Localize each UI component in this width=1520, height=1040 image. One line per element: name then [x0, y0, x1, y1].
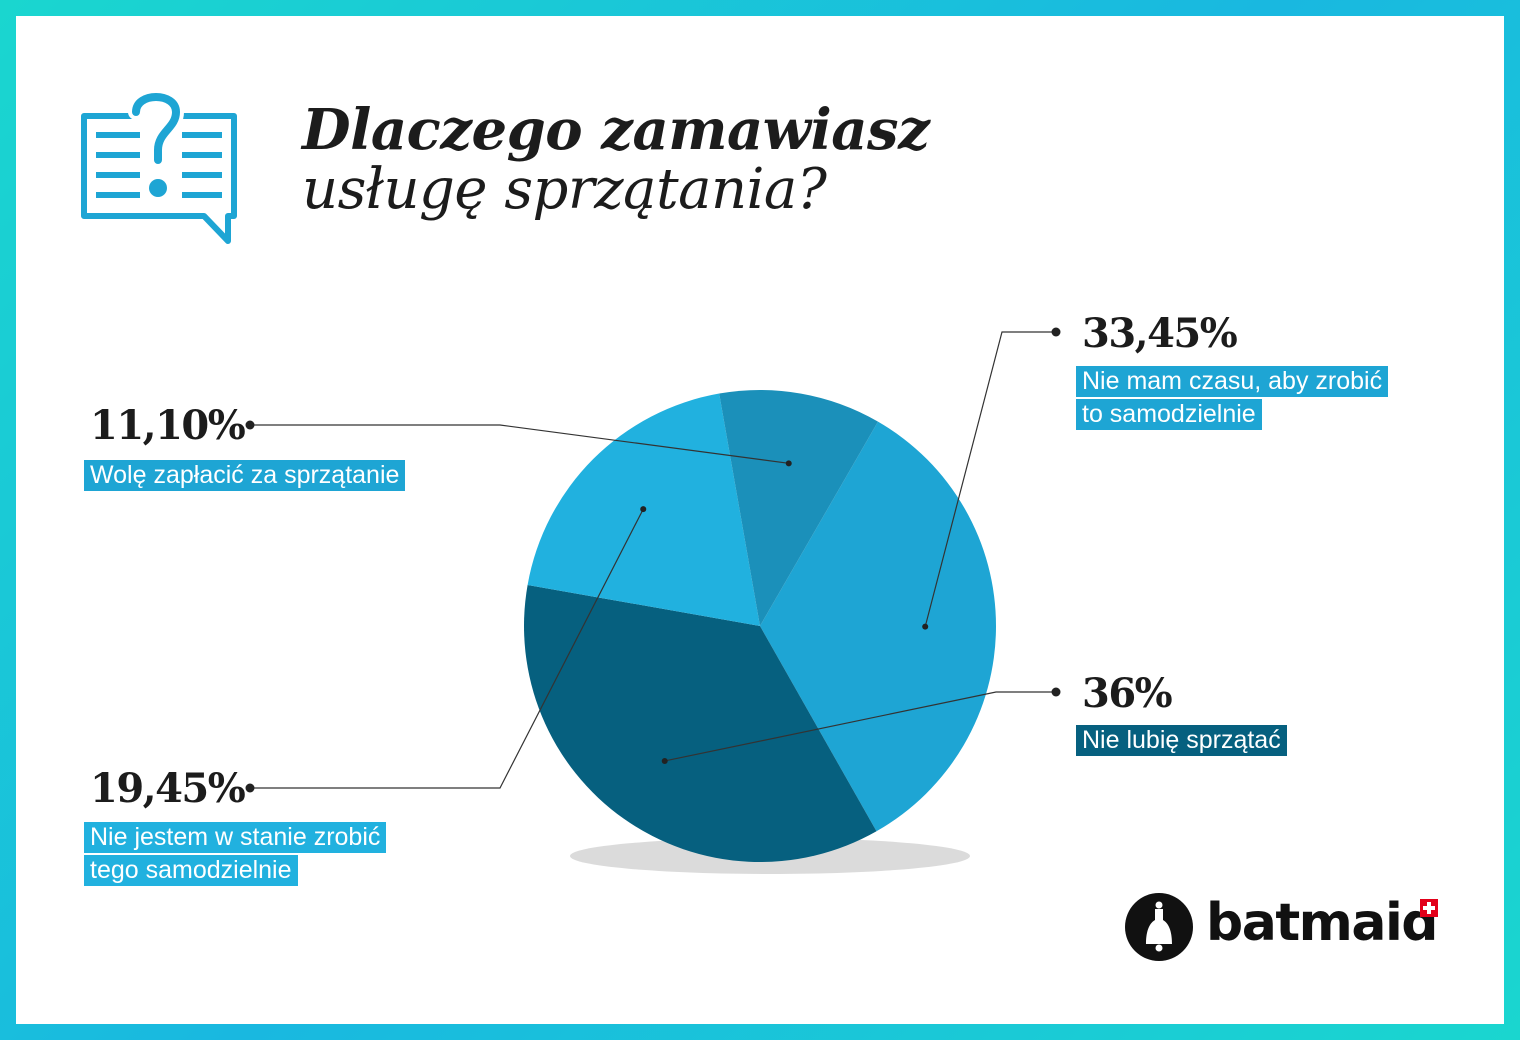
- slice-value-label-1: 36%: [1082, 670, 1173, 717]
- leader-dot-inner-0: [922, 623, 929, 630]
- brand-name: batmaid: [1206, 893, 1439, 953]
- slice-value-label-2: 19,45%: [90, 765, 246, 812]
- page-title: Dlaczego zamawiasz usługę sprzątania?: [302, 97, 930, 223]
- swiss-cross-icon: [1420, 899, 1438, 917]
- leader-line-2: [250, 508, 644, 789]
- leader-line-3: [250, 424, 789, 464]
- leader-line-1: [664, 691, 1056, 762]
- slice-category-line: Nie jestem w stanie zrobić: [84, 822, 387, 853]
- slice-category-label-1: Nie lubię sprzątać: [1076, 725, 1287, 758]
- bell-icon: [1125, 893, 1193, 961]
- slice-category-label-0: Nie mam czasu, aby zrobić to samodzielni…: [1076, 366, 1389, 432]
- slice-category-line: Wolę zapłacić za sprzątanie: [84, 460, 406, 491]
- leader-dot-outer-2: [245, 783, 255, 793]
- leader-dot-outer-3: [245, 420, 255, 430]
- slice-value-label-3: 11,10%: [90, 402, 246, 449]
- slice-category-label-3: Wolę zapłacić za sprzątanie: [84, 460, 406, 493]
- pie-slice-3: [719, 389, 878, 626]
- slice-category-line: Nie lubię sprzątać: [1076, 725, 1287, 756]
- title-line-1: Dlaczego zamawiasz: [302, 97, 930, 163]
- question-speech-bubble-icon: [81, 89, 237, 244]
- leader-dot-inner-2: [640, 506, 647, 513]
- pie-slice-1: [524, 584, 877, 862]
- leader-dot-inner-3: [785, 460, 792, 467]
- leader-dot-outer-0: [1051, 327, 1061, 337]
- slice-category-label-2: Nie jestem w stanie zrobić tego samodzie…: [84, 822, 387, 888]
- slice-category-line: to samodzielnie: [1076, 399, 1262, 430]
- leader-line-0: [924, 331, 1056, 627]
- title-line-2: usługę sprzątania?: [302, 157, 827, 223]
- slice-value-label-0: 33,45%: [1082, 310, 1238, 357]
- slice-category-line: tego samodzielnie: [84, 855, 298, 886]
- leader-dot-outer-1: [1051, 687, 1061, 697]
- slice-category-line: Nie mam czasu, aby zrobić: [1076, 366, 1389, 397]
- leader-dot-inner-1: [661, 757, 668, 764]
